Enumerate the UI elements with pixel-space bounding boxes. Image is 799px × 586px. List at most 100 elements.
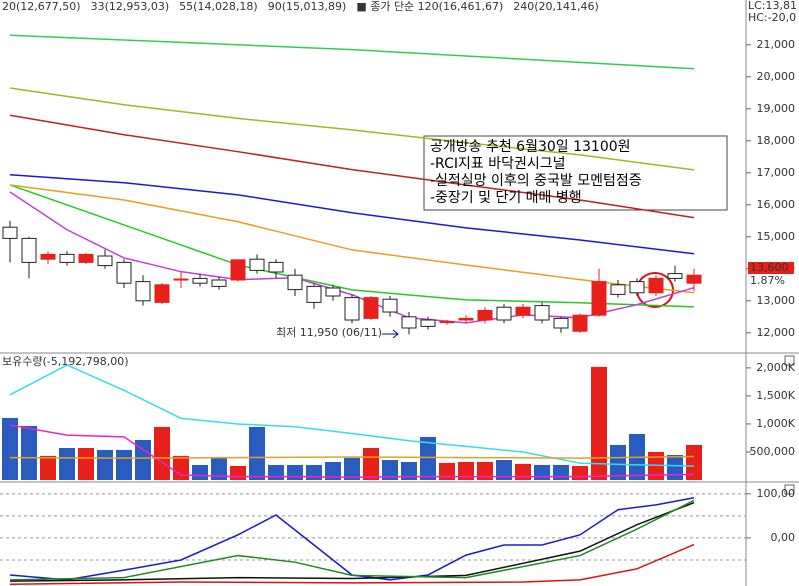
line-series	[9, 424, 695, 478]
volume-bar	[325, 462, 341, 480]
candle-body	[306, 285, 322, 303]
volume-bar	[268, 464, 284, 480]
price-badge	[748, 262, 794, 274]
y-tick-label: 13,000	[757, 294, 796, 307]
line-series	[9, 543, 695, 585]
candle-body	[458, 317, 474, 321]
line-series	[9, 87, 695, 171]
candle-body	[40, 253, 56, 260]
volume-bar	[553, 464, 569, 480]
annotation-box	[423, 135, 728, 211]
y-tick-label: 15,000	[757, 230, 796, 243]
candle-body	[439, 321, 455, 324]
candle-body	[325, 287, 341, 297]
volume-bar	[192, 464, 208, 480]
candle-body	[667, 273, 683, 279]
y-tick-label: 18,000	[757, 134, 796, 147]
volume-bar	[439, 462, 455, 480]
panel-title: 보유수량(-5,192,798,00)	[2, 355, 129, 368]
candle-body	[591, 281, 607, 316]
candle-body	[21, 237, 37, 263]
candle-body	[78, 253, 94, 263]
volume-bar	[344, 457, 360, 480]
legend-entry: 20(12,677,50)	[2, 0, 81, 13]
volume-bar	[173, 455, 189, 480]
candle-body	[534, 305, 550, 321]
line-series	[9, 497, 695, 581]
candle-body	[648, 277, 664, 294]
legend-entry: 90(15,013,89)	[268, 0, 347, 13]
volume-bar	[249, 426, 265, 480]
low-note: 최저 11,950 (06/11)	[276, 326, 382, 339]
volume-bar	[2, 417, 18, 480]
candle-body	[572, 314, 588, 332]
candle-body	[97, 255, 113, 267]
y-tick-label: 0,00	[771, 531, 796, 544]
candle-body	[610, 284, 626, 295]
volume-bar	[97, 449, 113, 480]
annotation-line: -실적실망 이후의 중국발 모멘텀점증	[430, 173, 642, 189]
candle-body	[135, 281, 151, 302]
volume-bar	[515, 463, 531, 480]
low-arrow	[382, 329, 399, 339]
volume-bar	[686, 444, 702, 480]
volume-bar	[211, 456, 227, 480]
change-label: 1.87%	[750, 274, 785, 287]
y-tick-label: 12,000	[757, 326, 796, 339]
y-tick-label: 17,000	[757, 166, 796, 179]
annotation-line: -RCI지표 바닥권시그널	[430, 156, 565, 172]
y-tick-label: 500,000	[750, 445, 796, 458]
candle-body	[211, 279, 227, 287]
volume-bar	[154, 426, 170, 480]
line-series	[9, 34, 695, 70]
candle-body	[477, 309, 493, 321]
volume-bar	[363, 447, 379, 480]
y-tick-label: 100,00	[757, 487, 796, 500]
line-series	[9, 184, 695, 294]
corner-label: LC:13,81	[748, 0, 797, 12]
candle-body	[59, 253, 75, 263]
volume-bar	[78, 447, 94, 480]
candle-body	[116, 261, 132, 284]
y-tick-label: 21,000	[757, 38, 796, 51]
candle-body	[553, 317, 569, 329]
volume-bar	[420, 436, 436, 480]
candle-body	[154, 284, 170, 303]
candle-body	[192, 277, 208, 284]
volume-bar	[40, 455, 56, 480]
candle-body	[363, 297, 379, 319]
y-tick-label: 2,000K	[756, 361, 795, 374]
legend-entry: 240(20,141,46)	[513, 0, 599, 13]
line-series	[9, 455, 695, 459]
volume-bar	[572, 465, 588, 480]
volume-bar	[59, 447, 75, 480]
candle-body	[287, 274, 303, 291]
candle-body	[420, 319, 436, 327]
volume-bar	[667, 455, 683, 480]
panel-button[interactable]	[784, 484, 795, 495]
y-tick-label: 19,000	[757, 102, 796, 115]
candle-body	[382, 298, 398, 313]
candle-body	[230, 259, 246, 281]
y-tick-label: 20,000	[757, 70, 796, 83]
volume-bar	[477, 462, 493, 480]
candle-body	[496, 306, 512, 321]
annotation-line: -중장기 및 단기 매매 병행	[430, 190, 582, 206]
line-series	[9, 173, 695, 255]
volume-bar	[458, 462, 474, 480]
price-label: 13,600	[750, 261, 789, 274]
line-series	[9, 499, 695, 581]
y-tick-label: 1,000K	[756, 417, 795, 430]
volume-bar	[496, 459, 512, 480]
candle-body	[268, 261, 284, 273]
volume-bar	[230, 465, 246, 480]
candle-body	[515, 306, 531, 316]
y-tick-label: 1,500K	[756, 389, 795, 402]
candle-body	[344, 297, 360, 321]
volume-bar	[21, 425, 37, 480]
panel-button[interactable]	[784, 355, 795, 366]
volume-bar	[610, 444, 626, 480]
volume-bar	[401, 462, 417, 480]
